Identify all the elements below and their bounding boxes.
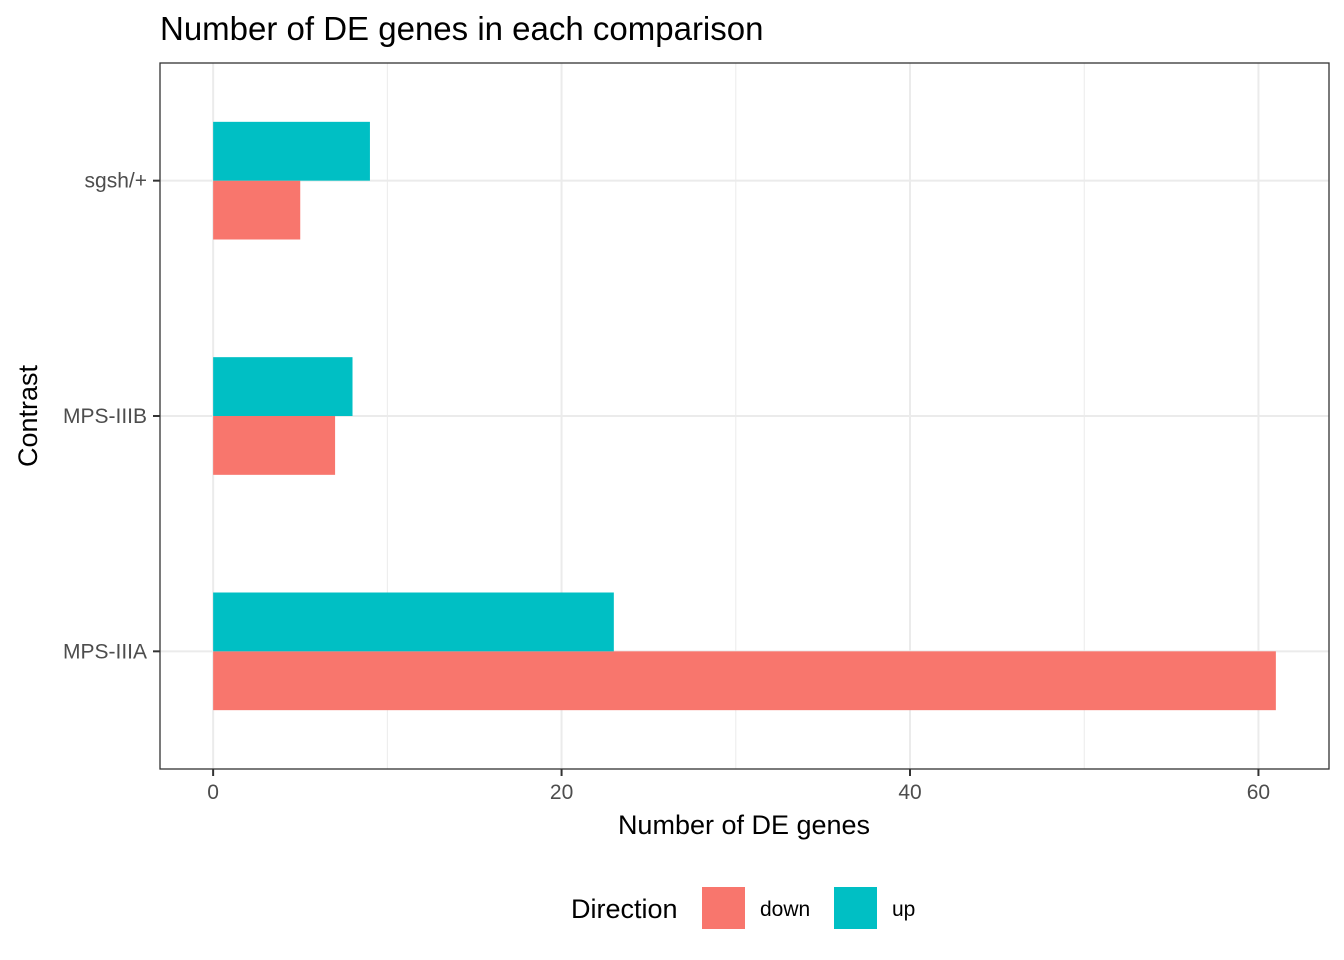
x-axis-ticks: 0 20 40 60 [207, 769, 1270, 804]
bar-down-MPS-IIIA [213, 651, 1276, 711]
legend-label-down: down [760, 898, 810, 921]
legend-key-down [702, 887, 745, 929]
y-tick-label: MPS-IIIB [63, 405, 147, 428]
bar-up-sgsh/+ [213, 121, 370, 181]
bar-up-MPS-IIIB [213, 357, 353, 416]
chart-title: Number of DE genes in each comparison [160, 10, 763, 47]
x-tick-label: 60 [1247, 781, 1270, 804]
legend-key-up [834, 887, 877, 929]
plot-panel [159, 62, 1330, 770]
bar-down-MPS-IIIB [213, 416, 336, 475]
y-axis-title: Contrast [13, 364, 43, 467]
y-axis-ticks: MPS-IIIA MPS-IIIB sgsh/+ [63, 170, 160, 663]
bar-up-MPS-IIIA [213, 592, 614, 652]
legend-label-up: up [892, 898, 915, 921]
bar-down-sgsh/+ [213, 180, 301, 240]
y-tick-label: MPS-IIIA [63, 640, 147, 663]
y-tick-label: sgsh/+ [85, 170, 147, 193]
legend: Direction down up [571, 887, 915, 929]
x-tick-label: 20 [550, 781, 573, 804]
legend-title: Direction [571, 894, 678, 924]
x-tick-label: 0 [207, 781, 219, 804]
x-tick-label: 40 [898, 781, 921, 804]
x-axis-title: Number of DE genes [618, 810, 870, 840]
